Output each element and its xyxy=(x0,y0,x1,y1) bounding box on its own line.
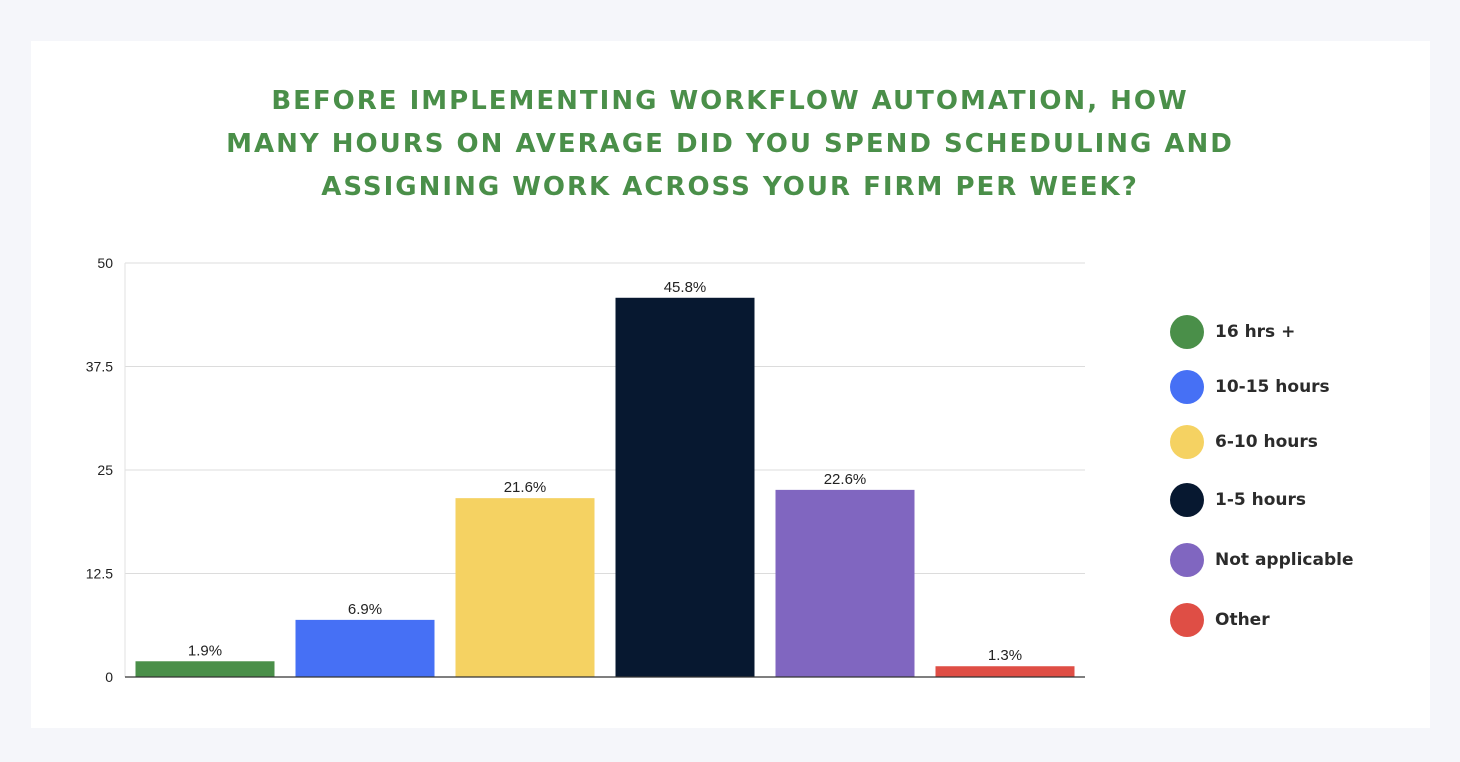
legend-label: 16 hrs + xyxy=(1215,322,1296,342)
legend-item: 1-5 hours xyxy=(1170,482,1306,518)
bar-value-label: 22.6% xyxy=(824,471,867,488)
bar-value-label: 1.9% xyxy=(188,642,222,659)
legend-label: Not applicable xyxy=(1215,550,1354,570)
legend-label: Other xyxy=(1215,610,1270,630)
legend-item: Other xyxy=(1170,602,1270,638)
chart-title-line-2: MANY HOURS ON AVERAGE DID YOU SPEND SCHE… xyxy=(226,129,1234,159)
chart-title-line-1: BEFORE IMPLEMENTING WORKFLOW AUTOMATION,… xyxy=(271,86,1189,116)
bar-value-label: 6.9% xyxy=(348,601,382,618)
y-tick-label: 25 xyxy=(97,462,113,478)
bar-value-label: 45.8% xyxy=(664,279,707,296)
bar-value-label: 21.6% xyxy=(504,479,547,496)
legend-swatch xyxy=(1170,483,1204,517)
legend-swatch xyxy=(1170,315,1204,349)
bar-6-10-hours xyxy=(455,498,595,677)
legend-label: 6-10 hours xyxy=(1215,432,1318,452)
legend-item: 6-10 hours xyxy=(1170,424,1318,460)
y-tick-label: 12.5 xyxy=(86,566,113,582)
legend-item: 16 hrs + xyxy=(1170,314,1295,350)
bar-10-15-hours xyxy=(295,619,435,677)
legend-swatch xyxy=(1170,543,1204,577)
y-tick-label: 0 xyxy=(105,669,113,685)
legend-swatch xyxy=(1170,603,1204,637)
y-tick-label: 37.5 xyxy=(86,359,113,375)
y-tick-label: 50 xyxy=(97,255,113,271)
legend-item: Not applicable xyxy=(1170,542,1354,578)
bar-1-5-hours xyxy=(615,297,755,677)
bar-16-hrs- xyxy=(135,661,275,677)
bar-not-applicable xyxy=(775,489,915,677)
legend-swatch xyxy=(1170,370,1204,404)
bar-value-label: 1.3% xyxy=(988,647,1022,664)
chart-title: BEFORE IMPLEMENTING WORKFLOW AUTOMATION,… xyxy=(0,80,1460,209)
legend-swatch xyxy=(1170,425,1204,459)
chart-title-line-3: ASSIGNING WORK ACROSS YOUR FIRM PER WEEK… xyxy=(321,172,1139,202)
legend-item: 10-15 hours xyxy=(1170,369,1330,405)
legend-label: 10-15 hours xyxy=(1215,377,1330,397)
legend-label: 1-5 hours xyxy=(1215,490,1307,510)
bar-other xyxy=(935,666,1075,677)
